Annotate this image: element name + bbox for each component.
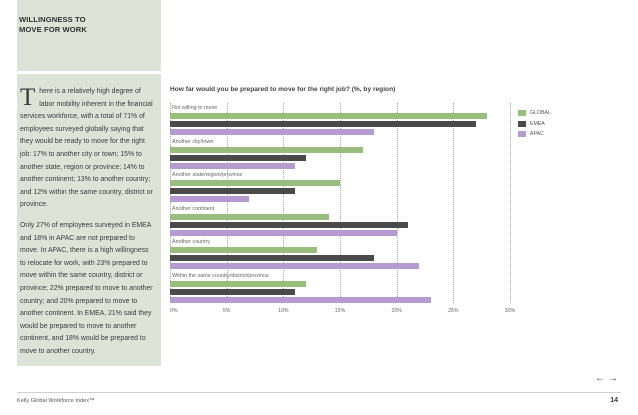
- page-number: 14: [610, 397, 618, 404]
- footer-divider: [17, 392, 621, 393]
- gridline: [283, 103, 285, 303]
- bar-apac: [170, 196, 250, 202]
- bar-apac: [170, 296, 431, 303]
- bar-global: [170, 180, 340, 186]
- section-title: WILLINGNESS TO MOVE FOR WORK: [19, 15, 87, 34]
- section-header-panel: [17, 0, 161, 71]
- category-label: Another continent: [172, 205, 215, 212]
- category-label: Another country: [172, 239, 211, 245]
- gridline: [453, 103, 455, 303]
- legend-item: APAC: [518, 129, 551, 139]
- category-label: Within the same country/district/provinc…: [172, 272, 269, 279]
- bar-global: [170, 213, 329, 220]
- bar-emea: [170, 121, 476, 127]
- category-label: Not willing to move: [172, 105, 218, 111]
- bar-emea: [170, 255, 374, 261]
- legend-item: EMEA: [518, 119, 551, 129]
- x-tick-label: 10%: [278, 308, 289, 314]
- bar-global: [170, 146, 363, 153]
- gridline: [226, 103, 228, 303]
- bar-chart: 0% 5% 10% 15% 20% 25% 30% Not willing to move An…: [170, 103, 542, 318]
- drop-cap: T: [20, 84, 36, 111]
- bar-global: [170, 247, 318, 253]
- chart-legend: GLOBAL EMEA APAC: [518, 108, 551, 140]
- text-panel: [17, 74, 161, 366]
- bar-apac: [170, 263, 420, 269]
- bar-emea: [170, 188, 295, 194]
- bar-global: [170, 113, 488, 119]
- legend-label: APAC: [530, 131, 544, 137]
- x-tick-label: 20%: [391, 308, 402, 314]
- legend-item: GLOBAL: [518, 108, 551, 118]
- gridline: [510, 103, 511, 303]
- previous-page-arrow-icon[interactable]: ←: [595, 373, 608, 384]
- legend-swatch: [518, 131, 526, 137]
- x-tick-label: 25%: [448, 308, 459, 314]
- legend-swatch: [518, 110, 526, 116]
- gridline: [340, 103, 341, 303]
- paragraph-1-text: here is a relatively high degree of labo…: [20, 88, 153, 209]
- bar-emea: [170, 154, 306, 161]
- bar-apac: [170, 229, 397, 236]
- footer-publication-name: Kelly Global Workforce Index™: [17, 398, 95, 404]
- bar-emea: [170, 288, 295, 295]
- chart-title: How far would you be prepared to move fo…: [170, 86, 396, 93]
- paragraph-2: Only 27% of employees surveyed in EMEA a…: [20, 221, 153, 355]
- gridline: [396, 103, 398, 303]
- gridline: [170, 103, 171, 303]
- next-page-arrow-icon[interactable]: →: [608, 373, 621, 384]
- legend-swatch: [518, 120, 526, 127]
- x-tick-label: 15%: [334, 308, 346, 314]
- bar-emea: [170, 221, 408, 228]
- bar-apac: [170, 162, 295, 169]
- legend-label: GLOBAL: [530, 110, 551, 116]
- x-tick-label: 30%: [504, 308, 516, 314]
- category-label: Another state/region/province: [172, 172, 243, 178]
- x-tick-label: 0%: [170, 308, 178, 314]
- bar-apac: [170, 129, 374, 135]
- x-tick-label: 5%: [222, 308, 231, 314]
- page-navigation: ←→: [595, 373, 621, 384]
- legend-label: EMEA: [530, 120, 545, 127]
- category-label: Another city/town: [172, 138, 214, 145]
- bar-global: [170, 280, 306, 287]
